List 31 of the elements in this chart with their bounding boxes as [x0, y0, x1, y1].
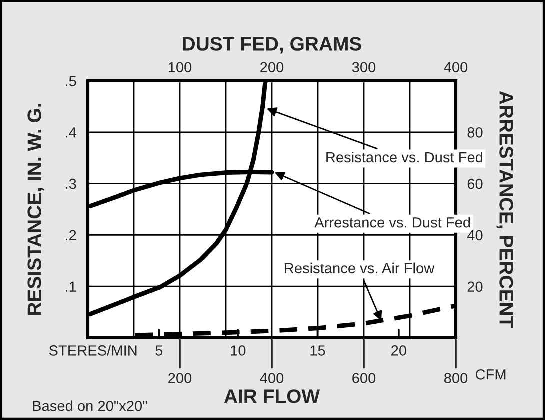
x2-axis-title: AIR FLOW [224, 390, 320, 404]
text: 10 [231, 346, 246, 356]
text: 20 [392, 346, 406, 356]
y2-tick-label: 40 [467, 230, 483, 241]
x-tick-label: 400 [444, 62, 468, 73]
text: CFM [476, 369, 506, 380]
y-tick-label: .3 [66, 178, 76, 190]
text: 5 [156, 346, 163, 356]
x2-tick-label: 200 [168, 373, 192, 384]
annotation: Resistance vs. Air Flow [285, 262, 435, 274]
y-axis-title: RESISTANCE, IN. W. G. [28, 104, 44, 315]
x2-tick-label: 600 [352, 373, 376, 384]
annotation: Resistance vs. Dust Fed [326, 152, 483, 163]
y-tick-label: .2 [66, 230, 76, 240]
y2-tick-label: 20 [468, 282, 483, 292]
x-tick-label: 200 [260, 62, 284, 73]
y2-tick-label: 80 [468, 128, 483, 138]
y2-axis-title: ARRESTANCE, PERCENT [496, 91, 514, 328]
y-tick-label: .1 [66, 282, 76, 292]
y-tick-label: .5 [66, 76, 76, 86]
x-tick-label: 100 [168, 62, 192, 73]
x2-tick-label: 800 [444, 373, 468, 384]
y2-tick-label: 60 [468, 178, 483, 190]
y-tick-label: .4 [66, 128, 76, 138]
annotation: Arrestance vs. Dust Fed [314, 217, 470, 228]
text: Based on 20"x20" [33, 400, 148, 412]
x2-tick-label: 400 [260, 373, 284, 384]
x-tick-label: 300 [352, 62, 376, 73]
text: STERES/MIN [49, 345, 137, 356]
text: 15 [310, 346, 326, 356]
x-axis-title: DUST FED, GRAMS [183, 37, 362, 54]
